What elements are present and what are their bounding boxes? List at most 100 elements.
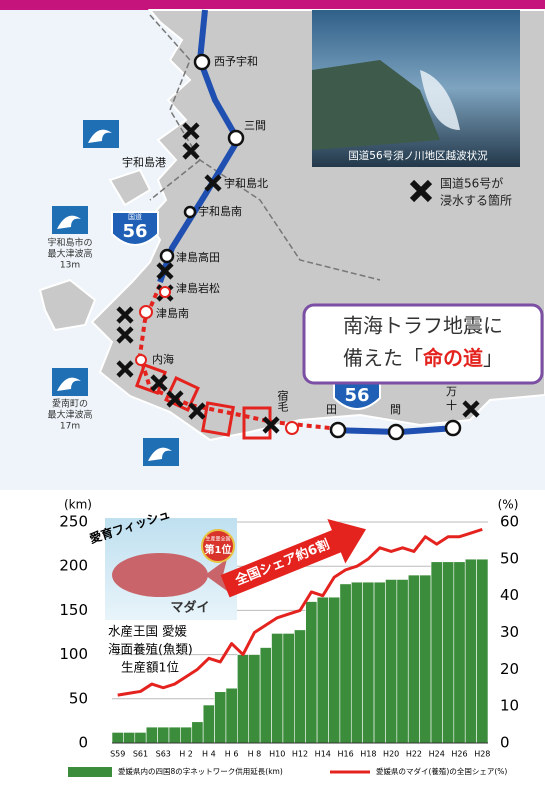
place-label: 内海 <box>152 352 174 366</box>
tsunami-note-line: 17m <box>60 422 80 432</box>
callout-line: 南海トラフ地震に <box>343 314 503 338</box>
y-unit: (km) <box>64 498 92 512</box>
y-tick-label: 150 <box>59 601 88 619</box>
bar <box>351 582 362 743</box>
callout-line: 備えた「命の道」 <box>343 346 503 370</box>
x-tick-label: S59 <box>110 750 125 759</box>
place-label: 三間 <box>244 119 266 132</box>
bar <box>272 633 283 743</box>
bar <box>363 582 374 743</box>
place-label: 津島高田 <box>176 250 220 264</box>
place-label: 津島岩松 <box>176 281 220 295</box>
flood-legend: 国道56号が <box>440 176 503 191</box>
place-label: 津島南 <box>156 306 189 320</box>
x-tick-label: S63 <box>156 750 171 759</box>
photo-caption: 国道56号須ノ川地区越波状況 <box>348 149 488 162</box>
y2-tick-label: 40 <box>500 586 519 604</box>
route-sign: 国道 56 <box>112 212 158 245</box>
flood-legend: 浸水する箇所 <box>440 194 512 208</box>
y2-tick-label: 10 <box>500 697 519 715</box>
bar <box>192 722 203 743</box>
callout: 南海トラフ地震に 備えた「命の道」 <box>304 305 542 383</box>
fish-image <box>112 553 208 597</box>
callout-text: 備えた「 <box>343 346 423 370</box>
bar <box>169 727 180 743</box>
tsunami-note-line: 宇和島市の <box>47 237 92 249</box>
bar <box>477 559 488 743</box>
x-tick-label: S61 <box>133 750 148 759</box>
y2-tick-label: 60 <box>500 513 519 531</box>
tsunami-note-line: 最大津波高 <box>47 409 92 421</box>
badge-top: 生産量全国 <box>205 536 230 543</box>
place-label: 宇和島北 <box>224 176 268 190</box>
share-arrow-label: 全国シェア約6割 <box>232 536 332 589</box>
route-sign-number: 56 <box>344 385 369 406</box>
legend-label: 愛媛県のマダイ(養殖)の全国シェア(%) <box>376 766 507 776</box>
place-label: 田 <box>326 403 337 416</box>
x-tick-label: H24 <box>429 750 445 759</box>
bar <box>431 562 442 743</box>
title-band <box>0 0 545 10</box>
tsunami-note-line: 最大津波高 <box>47 248 92 260</box>
place-label: 宇和島港 <box>122 155 166 169</box>
bar <box>374 582 385 743</box>
legend-swatch <box>68 767 112 777</box>
place-label: 間 <box>390 403 401 416</box>
tsunami-note-line: 愛南町の <box>52 398 88 410</box>
bar <box>328 597 339 743</box>
y2-tick-label: 20 <box>500 660 519 678</box>
badge: 第1位 <box>205 543 232 556</box>
x-tick-label: H22 <box>406 750 422 759</box>
bar <box>158 727 169 743</box>
note-line: 海面養殖(魚類) <box>108 642 193 657</box>
bar <box>215 692 226 743</box>
x-tick-label: H16 <box>337 750 353 759</box>
bar <box>340 584 351 743</box>
y2-unit: (%) <box>498 498 519 512</box>
y-tick-label: 100 <box>59 645 88 663</box>
bar <box>306 602 317 743</box>
place-label: 宇和島南 <box>198 204 242 218</box>
bar <box>408 575 419 743</box>
callout-text: 」 <box>483 346 503 370</box>
x-tick-label: H12 <box>292 750 308 759</box>
route-sign-top: 国道 <box>128 212 142 221</box>
bar <box>123 732 134 743</box>
note-line: 生産額1位 <box>121 660 179 675</box>
x-tick-label: H14 <box>315 750 331 759</box>
page: 西予宇和 三間 宇和島港 宇和島北 宇和島南 津島高田 津島岩松 津島南 内海 … <box>0 0 545 794</box>
bar <box>397 579 408 743</box>
photo: 国道56号須ノ川地区越波状況 <box>312 10 520 167</box>
fish-name: マダイ <box>170 600 209 616</box>
x-tick-label: H 4 <box>202 750 216 759</box>
y2-tick-label: 50 <box>500 549 519 567</box>
bar <box>420 575 431 743</box>
x-tick-label: H20 <box>383 750 399 759</box>
place-label: 万 <box>446 385 457 398</box>
bar <box>260 648 271 743</box>
bar <box>465 559 476 743</box>
x-tick-label: H26 <box>451 750 467 759</box>
y-tick-label: 250 <box>59 513 88 531</box>
bar <box>317 597 328 743</box>
x-tick-label: H28 <box>474 750 490 759</box>
bar <box>203 705 214 743</box>
route-sign-number: 56 <box>122 221 147 242</box>
bar <box>146 727 157 743</box>
y-tick-label: 200 <box>59 557 88 575</box>
tsunami-note-line: 13m <box>60 261 80 271</box>
bar <box>180 727 191 743</box>
bar <box>112 732 123 743</box>
place-label: 西予宇和 <box>214 55 258 68</box>
bar <box>442 562 453 743</box>
note-line: 水産王国 愛媛 <box>108 624 187 639</box>
y2-tick-label: 30 <box>500 623 519 641</box>
bar <box>385 579 396 743</box>
bar <box>249 655 260 743</box>
x-tick-label: H10 <box>269 750 285 759</box>
legend-label: 愛媛県内の四国8の字ネットワーク供用延長(km) <box>118 766 283 776</box>
bar <box>294 630 305 743</box>
x-tick-label: H 6 <box>225 750 239 759</box>
y2-tick-label: 0 <box>500 734 510 752</box>
